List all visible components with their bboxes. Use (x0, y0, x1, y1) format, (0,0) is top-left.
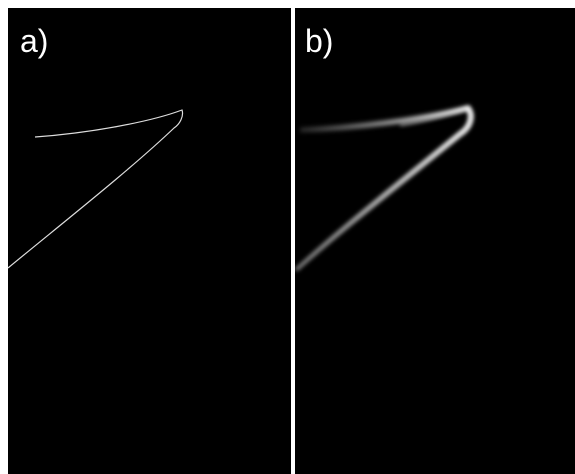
panel-a (8, 8, 291, 474)
panel-label: b) (305, 23, 333, 59)
panel-label: a) (20, 23, 48, 59)
figure: a) b) (0, 0, 575, 474)
panel-b (295, 8, 575, 474)
